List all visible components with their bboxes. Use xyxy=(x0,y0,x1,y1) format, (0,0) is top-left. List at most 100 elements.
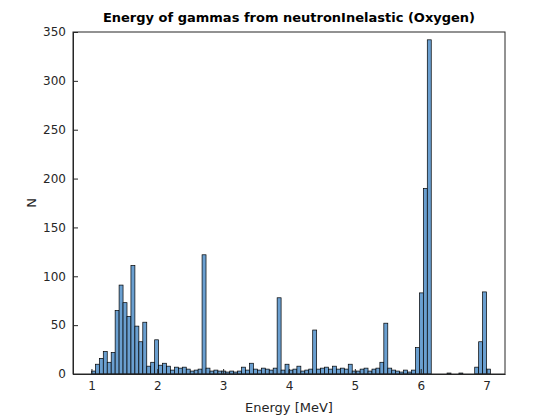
histogram-bar xyxy=(325,367,329,374)
histogram-bar xyxy=(277,298,281,374)
tick-mark xyxy=(73,81,78,82)
tick-label: 3 xyxy=(220,379,228,393)
histogram-bar xyxy=(281,370,285,374)
tick-mark xyxy=(289,369,290,374)
histogram-bar xyxy=(246,370,250,374)
histogram-bar xyxy=(419,293,423,374)
histogram-bar xyxy=(415,348,419,374)
tick-mark xyxy=(73,130,78,131)
tick-label: 0 xyxy=(58,367,66,381)
histogram-bar xyxy=(360,369,364,374)
tick-mark xyxy=(73,179,78,180)
histogram-bar xyxy=(182,367,186,374)
histogram-bar xyxy=(242,367,246,374)
bars xyxy=(91,40,490,374)
histogram-bar xyxy=(269,370,273,374)
histogram-bar xyxy=(139,342,143,374)
histogram-bar xyxy=(411,370,415,374)
histogram-bar xyxy=(178,368,182,374)
histogram-bar xyxy=(147,366,151,374)
histogram-bar xyxy=(475,367,479,374)
histogram-bar xyxy=(427,40,431,374)
histogram-bar xyxy=(273,368,277,374)
histogram-bar xyxy=(364,368,368,374)
histogram-bar xyxy=(423,188,427,374)
tick: 7 xyxy=(483,369,491,393)
histogram-bar xyxy=(261,368,265,374)
tick: 50 xyxy=(51,318,78,332)
tick-label: 100 xyxy=(43,270,66,284)
tick-label: 50 xyxy=(51,318,66,332)
histogram-bar xyxy=(143,322,147,374)
y-axis-title: N xyxy=(24,198,39,208)
histogram-bar xyxy=(372,369,376,374)
histogram-bar xyxy=(170,370,174,374)
plot-frame xyxy=(73,32,505,374)
histogram-bar xyxy=(214,370,218,374)
tick-mark xyxy=(487,369,488,374)
histogram-bar xyxy=(332,366,336,374)
histogram-bar xyxy=(376,368,380,374)
histogram-bar xyxy=(131,266,135,374)
histogram-bar xyxy=(99,358,103,374)
histogram-bar xyxy=(151,362,155,374)
tick: 3 xyxy=(220,369,228,393)
tick-label: 250 xyxy=(43,123,66,137)
histogram-bar xyxy=(174,367,178,374)
tick: 5 xyxy=(352,369,360,393)
histogram-bar xyxy=(348,364,352,374)
histogram-bar xyxy=(313,330,317,374)
histogram-bar xyxy=(206,368,210,374)
histogram-bar xyxy=(119,285,123,374)
histogram-bar xyxy=(392,370,396,374)
chart: 1234567050100150200250300350Energy of ga… xyxy=(0,0,560,420)
tick-label: 6 xyxy=(417,379,425,393)
histogram-bar xyxy=(309,369,313,374)
tick-mark xyxy=(355,369,356,374)
tick-label: 200 xyxy=(43,172,66,186)
histogram-bar xyxy=(293,369,297,374)
tick-label: 4 xyxy=(286,379,294,393)
histogram-bar xyxy=(404,370,408,374)
tick-label: 350 xyxy=(43,25,66,39)
tick-mark xyxy=(223,369,224,374)
histogram-bar xyxy=(265,369,269,374)
histogram-bar xyxy=(285,364,289,374)
tick-mark xyxy=(73,325,78,326)
histogram-bar xyxy=(344,369,348,374)
histogram-bar xyxy=(257,370,261,374)
histogram-bar xyxy=(321,368,325,374)
tick: 2 xyxy=(154,369,162,393)
histogram-bar xyxy=(107,362,111,374)
tick: 6 xyxy=(417,369,425,393)
tick-mark xyxy=(421,369,422,374)
histogram-bar xyxy=(111,353,115,374)
histogram-bar xyxy=(155,340,159,374)
histogram-bar xyxy=(479,342,483,374)
histogram-bar xyxy=(388,368,392,374)
x-axis-title: Energy [MeV] xyxy=(245,400,333,415)
tick-label: 2 xyxy=(154,379,162,393)
histogram-bar xyxy=(159,365,163,374)
histogram-bar xyxy=(487,369,491,374)
histogram-bar xyxy=(186,369,190,374)
tick-label: 300 xyxy=(43,74,66,88)
histogram-bar xyxy=(163,363,167,374)
tick-mark xyxy=(73,276,78,277)
tick-label: 7 xyxy=(483,379,491,393)
tick-label: 5 xyxy=(352,379,360,393)
tick: 1 xyxy=(88,369,96,393)
histogram-bar xyxy=(249,363,253,374)
histogram-bar xyxy=(317,369,321,374)
histogram-bar xyxy=(194,370,198,374)
x-axis: 1 2 3 4 5 6 7 xyxy=(74,369,506,393)
histogram-bar xyxy=(384,323,388,374)
tick: 4 xyxy=(286,369,294,393)
histogram-bar xyxy=(340,368,344,374)
histogram-bar xyxy=(380,362,384,374)
histogram-bar xyxy=(253,369,257,374)
histogram-bar xyxy=(135,326,139,374)
plot-area: 1234567050100150200250300350 xyxy=(43,25,505,392)
histogram-bar xyxy=(297,366,301,374)
histogram-bar xyxy=(103,352,107,374)
